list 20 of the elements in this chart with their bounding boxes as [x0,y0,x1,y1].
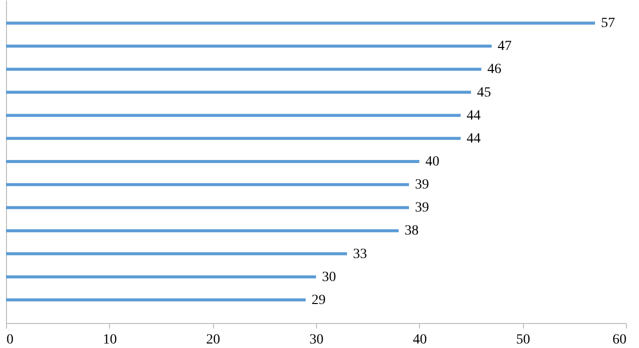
x-tick-label: 10 [102,332,117,348]
x-tick-label: 30 [310,332,324,348]
data-label: 45 [477,85,491,100]
data-label: 47 [498,39,512,54]
data-label: 30 [322,270,336,285]
x-tick-label: 50 [516,332,530,348]
data-label: 29 [312,292,326,308]
data-label: 33 [353,246,367,262]
data-label: 39 [415,200,429,216]
x-tick-label: 40 [412,332,427,348]
data-label: 44 [466,108,481,124]
data-label: 39 [415,178,429,193]
data-label: 57 [601,16,615,32]
data-label: 40 [425,154,440,170]
x-tick-label: 20 [206,332,220,348]
data-label: 38 [404,224,419,239]
data-label: 46 [487,62,502,78]
x-tick-label: 60 [612,332,626,348]
data-label: 44 [466,131,481,146]
x-tick-label: 0 [6,332,14,348]
